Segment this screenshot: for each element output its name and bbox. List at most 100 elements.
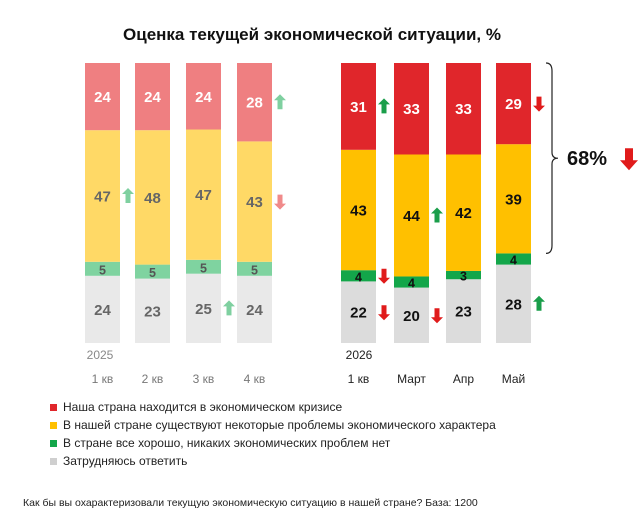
bar-segment: [394, 154, 429, 277]
bar-segment: [341, 281, 376, 343]
bar-segment: [85, 275, 120, 343]
bar-segment: [446, 270, 481, 280]
data-label: 43: [246, 194, 263, 211]
data-label: 33: [455, 101, 472, 118]
legend-label: В стране все хорошо, никаких экономическ…: [63, 436, 391, 450]
bar-segment: [496, 264, 531, 343]
bar-segment: [186, 63, 221, 130]
legend-swatch: [50, 403, 57, 411]
bar-segment: [394, 63, 429, 155]
callout-value: 68%: [567, 148, 607, 170]
legend-swatch: [50, 457, 57, 465]
legend-label: Наша страна находится в экономическом кр…: [63, 400, 343, 414]
data-label: 5: [251, 263, 258, 277]
bar-segment: [186, 273, 221, 343]
data-label: 28: [505, 296, 522, 313]
legend-swatch: [50, 439, 57, 447]
category-label: Апр: [453, 372, 475, 386]
arrow-down-icon: [620, 148, 638, 171]
data-label: 47: [195, 187, 212, 204]
data-label: 3: [460, 270, 467, 284]
data-label: 23: [144, 303, 161, 320]
legend-swatch: [50, 421, 57, 429]
data-label: 24: [94, 302, 111, 319]
data-label: 22: [350, 305, 367, 322]
bar-segment: [446, 279, 481, 343]
category-label: 2 кв: [142, 372, 164, 386]
bracket-callout: 68%: [545, 62, 638, 254]
data-label: 4: [408, 277, 415, 291]
footnote: Как бы вы охарактеризовали текущую эконо…: [23, 497, 478, 509]
arrow-up-icon: [122, 188, 134, 203]
category-label: 1 кв: [348, 372, 370, 386]
legend-item-crisis: Наша страна находится в экономическом кр…: [50, 398, 496, 416]
category-label: 4 кв: [244, 372, 266, 386]
legend-label: Затрудняюсь ответить: [63, 454, 188, 468]
legend-item-hard-to-say: Затрудняюсь ответить: [50, 452, 496, 470]
bar-segment: [496, 253, 531, 265]
bar-segment: [135, 264, 170, 279]
bar-segment: [135, 63, 170, 131]
bar-segment: [446, 154, 481, 271]
bar-segment: [394, 276, 429, 288]
bar-segment: [237, 261, 272, 276]
data-label: 24: [144, 89, 161, 106]
bar-segment: [394, 287, 429, 343]
data-label: 20: [403, 308, 420, 325]
data-label: 4: [510, 254, 517, 268]
year-label: 2025: [87, 348, 114, 362]
data-label: 31: [350, 99, 367, 116]
data-label: 29: [505, 96, 522, 113]
legend-label: В нашей стране существуют некоторые проб…: [63, 418, 496, 432]
change-arrows-layer: [122, 94, 545, 324]
arrow-up-icon: [431, 207, 443, 223]
legend-item-some-problems: В нашей стране существуют некоторые проб…: [50, 416, 496, 434]
data-label: 33: [403, 101, 420, 118]
legend-item-all-good: В стране все хорошо, никаких экономическ…: [50, 434, 496, 452]
bar-segment: [85, 261, 120, 276]
data-label: 25: [195, 301, 212, 318]
bar-segment: [237, 275, 272, 343]
data-label: 44: [403, 208, 420, 225]
data-label: 5: [200, 261, 207, 275]
data-label: 42: [455, 205, 472, 222]
arrow-down-icon: [274, 194, 286, 210]
bracket-shape: [545, 62, 559, 254]
bar-segment: [186, 129, 221, 260]
data-label: 39: [505, 191, 522, 208]
bar-segment: [341, 63, 376, 150]
bar-segment: [135, 278, 170, 343]
data-label: 5: [99, 263, 106, 277]
stacked-bar-chart: Оценка текущей экономической ситуации, %…: [85, 25, 638, 386]
chart-title: Оценка текущей экономической ситуации, %: [123, 25, 501, 44]
bar-segment: [341, 270, 376, 282]
bar-segment: [85, 63, 120, 131]
category-label: 3 кв: [193, 372, 215, 386]
data-label: 24: [246, 302, 263, 319]
data-label: 48: [144, 190, 161, 207]
bar-segment: [496, 144, 531, 254]
arrow-up-icon: [223, 300, 235, 316]
arrow-down-icon: [431, 308, 443, 324]
bar-segment: [237, 141, 272, 262]
bar-segment: [135, 130, 170, 265]
data-label: 28: [246, 95, 263, 112]
arrow-down-icon: [378, 268, 390, 284]
bar-segment: [446, 63, 481, 155]
legend: Наша страна находится в экономическом кр…: [50, 398, 496, 470]
data-label: 23: [455, 304, 472, 321]
bar-segment: [496, 63, 531, 145]
data-label: 24: [94, 89, 111, 106]
data-label: 43: [350, 203, 367, 220]
arrow-up-icon: [274, 94, 286, 110]
bar-segment: [85, 130, 120, 262]
data-label: 47: [94, 189, 111, 206]
data-label: 24: [195, 89, 212, 106]
year-label: 2026: [346, 348, 373, 362]
bar-segment: [237, 63, 272, 142]
category-label: Март: [397, 372, 426, 386]
category-label: 1 кв: [92, 372, 114, 386]
bar-segment: [341, 149, 376, 271]
data-label: 4: [355, 270, 362, 284]
